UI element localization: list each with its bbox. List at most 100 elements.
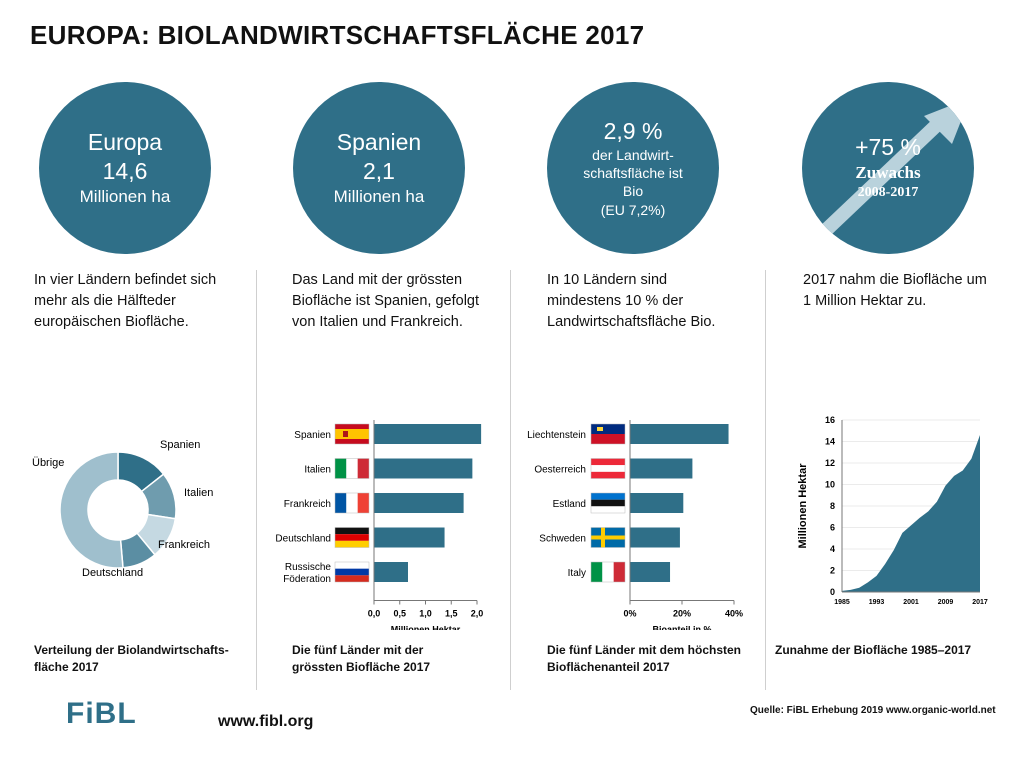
- caption-line: Zunahme der Biofläche 1985–2017: [775, 643, 972, 657]
- caption-line: Verteilung der Biolandwirtschafts-: [34, 643, 229, 657]
- stat-range: 2008-2017: [857, 185, 919, 201]
- bar: [630, 424, 729, 444]
- x-tick-label: 1993: [869, 599, 885, 606]
- area-chart-growth: 0 2 4 6 8 10 12 14 16 1985 1993 2001 2009 2017 Million…: [797, 415, 988, 606]
- category-label: Frankreich: [284, 499, 331, 510]
- description-1: In vier Ländern befindet sich mehr als d…: [34, 272, 217, 331]
- austria-flag-icon: [590, 458, 626, 479]
- y-tick-label: 4: [830, 544, 835, 554]
- category-label: Italien: [304, 465, 331, 476]
- italy-flag-icon: [590, 561, 626, 583]
- tick-label: 20%: [673, 609, 691, 619]
- bar: [374, 493, 464, 513]
- caption-line: Bioflächenanteil 2017: [547, 659, 670, 674]
- axis-title: Bioanteil in %: [652, 625, 711, 631]
- growth-arrow-icon: [819, 98, 970, 238]
- tick-label: 0,5: [393, 609, 406, 619]
- liechtenstein-flag-icon: [590, 423, 626, 445]
- area-series: [842, 435, 980, 592]
- category-label: Deutschland: [275, 534, 331, 545]
- category-label: Italy: [568, 568, 586, 579]
- tick-label: 0,0: [368, 609, 381, 619]
- fibl-logo: FiBL: [66, 697, 137, 730]
- y-tick-label: 0: [830, 587, 835, 597]
- category-label: Föderation: [283, 574, 331, 585]
- description-2: Das Land mit der grössten Biofläche ist …: [292, 272, 480, 331]
- page-title: EUROPA: BIOLANDWIRTSCHAFTSFLÄCHE 2017: [30, 20, 645, 50]
- bar: [630, 458, 693, 479]
- caption-line: grössten Biofläche 2017: [292, 659, 431, 674]
- bar: [630, 527, 680, 548]
- stat-value: 2,1: [363, 157, 395, 184]
- x-tick-label: 1985: [834, 599, 850, 606]
- france-flag-icon: [334, 492, 370, 514]
- bar: [630, 493, 684, 513]
- stat-value: +75 %: [855, 134, 921, 161]
- y-tick-label: 14: [825, 437, 835, 447]
- x-tick-label: 2017: [972, 599, 988, 606]
- category-label: Estland: [553, 499, 586, 510]
- y-tick-label: 8: [830, 501, 835, 511]
- bar-chart-area: Spanien Italien Frankreich Deutschland Russi…: [275, 420, 484, 631]
- caption-line: Die fünf Länder mit der: [292, 643, 424, 657]
- slice-label: Italien: [184, 487, 213, 499]
- tick-label: 2,0: [471, 609, 484, 619]
- stat-circle-zuwachs: +75 % Zuwachs 2008-2017: [802, 82, 974, 254]
- stat-label: Zuwachs: [855, 163, 921, 183]
- bar-chart-share: Liechtenstein Oesterreich Estland Schweden I…: [527, 420, 743, 631]
- category-label: Russische: [285, 562, 332, 573]
- caption-2: Die fünf Länder mit der grössten Biofläc…: [292, 642, 430, 676]
- donut-chart: Spanien Italien Frankreich Deutschland Übrig…: [32, 439, 213, 579]
- bar: [374, 562, 408, 582]
- slice-label: Übrige: [32, 457, 64, 469]
- description-4: 2017 nahm die Biofläche um 1 Million Hek…: [803, 272, 987, 310]
- category-label: Oesterreich: [534, 465, 586, 476]
- axis-title: Millionen Hektar: [797, 463, 809, 549]
- caption-3: Die fünf Länder mit dem höchsten Biofläc…: [547, 642, 741, 676]
- bar: [374, 527, 445, 548]
- italy-flag-icon: [334, 458, 370, 479]
- slice-label: Deutschland: [82, 567, 143, 579]
- stat-value: 2,9 %: [603, 118, 663, 145]
- category-label: Schweden: [539, 534, 586, 545]
- bar: [374, 458, 473, 479]
- y-tick-label: 16: [825, 415, 835, 425]
- stat-value: 14,6: [102, 157, 148, 184]
- germany-flag-icon: [334, 527, 370, 548]
- bar: [374, 424, 482, 444]
- stat-text: (EU 7,2%): [600, 201, 666, 218]
- y-tick-label: 12: [825, 458, 835, 468]
- column-divider: [510, 270, 511, 690]
- caption-line: Die fünf Länder mit dem höchsten: [547, 643, 742, 657]
- estonia-flag-icon: [590, 492, 626, 514]
- caption-4: Zunahme der Biofläche 1985–2017: [775, 642, 971, 659]
- stat-text: Bio: [622, 183, 644, 200]
- source-note: Quelle: FiBL Erhebung 2019 www.organic-w…: [750, 705, 996, 716]
- category-label: Spanien: [294, 430, 331, 441]
- tick-label: 1,5: [445, 609, 458, 619]
- tick-label: 1,0: [419, 609, 432, 619]
- y-tick-label: 2: [830, 566, 835, 576]
- y-tick-label: 6: [830, 523, 835, 533]
- stat-label: Europa: [87, 129, 163, 156]
- y-tick-label: 10: [825, 480, 835, 490]
- stat-unit: Millionen ha: [333, 186, 425, 206]
- donut-slice: [59, 451, 124, 569]
- stat-circle-bioanteil: 2,9 % der Landwirt- schaftsfläche ist Bi…: [547, 82, 719, 254]
- category-label: Liechtenstein: [527, 430, 586, 441]
- axis-title: Millionen Hektar: [391, 625, 461, 631]
- description-3: In 10 Ländern sind mindestens 10 % der L…: [547, 272, 716, 331]
- caption-1: Verteilung der Biolandwirtschafts- fläch…: [34, 642, 229, 676]
- caption-line: fläche 2017: [34, 659, 99, 674]
- x-tick-label: 2009: [938, 599, 954, 606]
- stat-label: Spanien: [336, 129, 422, 156]
- column-divider: [765, 270, 766, 690]
- stat-circle-europa: Europa 14,6 Millionen ha: [39, 82, 211, 254]
- stat-text: der Landwirt-: [592, 147, 674, 163]
- website-link[interactable]: www.fibl.org: [218, 713, 314, 730]
- bar: [630, 562, 671, 582]
- stat-text: schaftsfläche ist: [583, 165, 683, 182]
- column-divider: [256, 270, 257, 690]
- spain-flag-icon: [334, 423, 370, 445]
- stat-unit: Millionen ha: [79, 186, 171, 206]
